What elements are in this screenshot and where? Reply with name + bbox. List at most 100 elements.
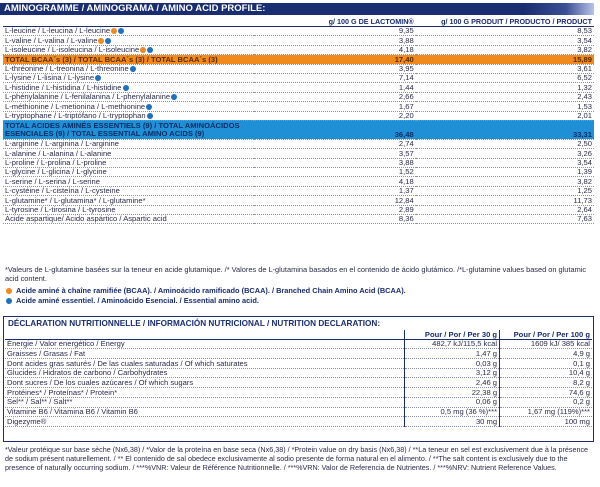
amino-label: L-alanine / L-alanina / L-alanine <box>5 148 112 158</box>
amino-row: L-histidine / L-histidina / L-histidine 1… <box>3 82 594 93</box>
amino-label-cell: L-lysine / L-lisina / L-lysine <box>3 73 254 84</box>
amino-value-product: 8,53 <box>415 26 594 37</box>
amino-header-lactomin: g/ 100 G DE LACTOMIN® <box>253 17 416 27</box>
nutrition-row: Vitamine B6 / Vitamina B6 / Vitamin B6 0,… <box>5 407 592 418</box>
amino-value-product: 2,01 <box>415 111 594 121</box>
amino-header-product: g/ 100 G PRODUIT / PRODUCTO / PRODUCT <box>415 17 594 27</box>
nutrition-footnote: *Valeur protéique sur base sèche (Nx6,38… <box>5 445 589 472</box>
amino-value-lactomin: 3,95 <box>253 64 416 74</box>
amino-label: L-phénylalanine / L-fenilalanina / L-phe… <box>5 92 171 102</box>
amino-value-product: 6,52 <box>415 73 594 84</box>
amino-label: L-isoleucine / L-isoleucina / L-isoleuci… <box>5 45 140 55</box>
nutrition-value-100g: 1609 kJ/ 385 kcal <box>499 339 592 350</box>
amino-value-lactomin: 12,84 <box>253 195 416 206</box>
amino-value-lactomin: 36,48 <box>253 120 416 140</box>
amino-label-cell: L-glycine / L-glicina / L-glycine <box>3 167 254 178</box>
blue-dot-icon <box>6 297 12 304</box>
amino-label-cell: L-cystéine / L-cisteína / L-cysteine <box>3 186 254 197</box>
nutrition-row: Dont sucres / De los cuales azúcares / O… <box>5 377 592 389</box>
legend-essential-text: Acide aminé essentiel. / Aminoácido Esen… <box>16 296 259 305</box>
amino-label-cell: L-leucine / L-leucina / L-leucine <box>3 26 254 37</box>
amino-value-product: 1,53 <box>415 101 594 112</box>
amino-label: L-arginine / L-arginina / L-arginine <box>5 139 119 149</box>
amino-value-lactomin: 9,35 <box>253 26 416 37</box>
amino-value-product: 7,63 <box>415 214 594 225</box>
nutrition-value-100g: 0,1 g <box>499 358 592 369</box>
amino-value-product: 3,82 <box>415 176 594 187</box>
amino-value-product: 3,61 <box>415 64 594 74</box>
amino-label: L-cystéine / L-cisteína / L-cysteine <box>5 186 120 196</box>
amino-row: L-phénylalanine / L-fenilalanina / L-phe… <box>3 92 594 103</box>
amino-label-cell: L-tyrosine / L-tirosina / L-tyrosine <box>3 205 254 216</box>
amino-value-product: 3,82 <box>415 45 594 56</box>
amino-label-cell: L-histidine / L-histidina / L-histidine <box>3 82 254 93</box>
amino-row: L-cystéine / L-cisteína / L-cysteine 1,37… <box>3 186 594 197</box>
amino-label: L-histidine / L-histidina / L-histidine <box>5 82 122 92</box>
nutrition-value-100g: 74,6 g <box>499 387 592 398</box>
amino-label: Acide aspartique/ Acido aspártico / Aspa… <box>5 214 167 224</box>
nutrition-value-30g: 2,46 g <box>404 377 500 389</box>
amino-label: L-tyrosine / L-tirosina / L-tyrosine <box>5 205 116 215</box>
amino-label-cell: TOTAL BCAA´s (3) / TOTAL BCAA´s (3) / TO… <box>3 54 254 65</box>
amino-row: L-serine / L-serina / L-serine 4,18 3,82 <box>3 176 594 187</box>
amino-value-product: 1,32 <box>415 82 594 93</box>
nutrition-row: Dont acides gras saturés / De las cuales… <box>5 358 592 369</box>
nutrition-title: DÉCLARATION NUTRITIONNELLE / INFORMACIÓN… <box>8 319 381 328</box>
amino-value-lactomin: 1,37 <box>253 186 416 197</box>
amino-value-product: 3,54 <box>415 158 594 169</box>
amino-value-product: 15,89 <box>415 54 594 65</box>
amino-row: L-isoleucine / L-isoleucina / L-isoleuci… <box>3 45 594 56</box>
amino-row: TOTAL ACIDES AMINÉS ESSENTIELS (9) / TOT… <box>3 120 594 140</box>
amino-value-product: 1,39 <box>415 167 594 178</box>
nutrition-header-blank <box>5 330 405 340</box>
amino-row: L-tryptophane / L-triptófano / L-tryptop… <box>3 110 594 121</box>
nutrition-row: Énergie / Valor energético / Energy 482,7… <box>5 339 592 350</box>
amino-label-cell: L-phénylalanine / L-fenilalanina / L-phe… <box>3 92 254 103</box>
glutamine-footnote: *Valeurs de L-glutamine basées sur la te… <box>5 265 587 283</box>
amino-header-blank <box>3 17 254 27</box>
nutrition-header-100g: Pour / Por / Per 100 g <box>499 330 592 340</box>
amino-value-lactomin: 17,40 <box>253 54 416 65</box>
amino-label-cell: L-arginine / L-arginina / L-arginine <box>3 139 254 150</box>
amino-value-lactomin: 2,74 <box>253 139 416 150</box>
amino-row: L-leucine / L-leucina / L-leucine 9,35 8,5… <box>3 26 594 37</box>
amino-acid-table: g/ 100 G DE LACTOMIN® g/ 100 G PRODUIT /… <box>3 17 594 225</box>
amino-label: L-valine / L-valina / L-valine <box>5 35 98 45</box>
amino-value-product: 1,25 <box>415 186 594 197</box>
orange-dot-icon <box>140 47 147 54</box>
amino-label-cell: L-méthionine / L-metionina / L-methionin… <box>3 101 254 112</box>
amino-label-cell: L-glutamine* / L-glutamina* / L-glutamin… <box>3 195 254 206</box>
amino-label-cell: L-isoleucine / L-isoleucina / L-isoleuci… <box>3 45 254 56</box>
amino-row: L-glutamine* / L-glutamina* / L-glutamin… <box>3 195 594 206</box>
nutrition-value-30g: 30 mg <box>404 416 500 427</box>
orange-dot-icon <box>6 287 12 294</box>
amino-row: L-lysine / L-lisina / L-lysine 7,14 6,52 <box>3 73 594 84</box>
nutrition-value-100g: 4,9 g <box>499 348 592 360</box>
amino-label: L-lysine / L-lisina / L-lysine <box>5 73 95 83</box>
amino-value-lactomin: 3,88 <box>253 158 416 169</box>
amino-label-cell: TOTAL ACIDES AMINÉS ESSENTIELS (9) / TOT… <box>3 120 254 140</box>
amino-value-lactomin: 3,88 <box>253 35 416 46</box>
amino-row: L-alanine / L-alanina / L-alanine 3,57 3,2… <box>3 148 594 159</box>
amino-row: L-glycine / L-glicina / L-glycine 1,52 1,3… <box>3 167 594 178</box>
amino-label-cell: L-valine / L-valina / L-valine <box>3 35 254 46</box>
nutrition-row: Sel** / Sal** / Salt** 0,06 g 0,2 g <box>5 397 592 408</box>
nutrition-value-100g: 1,67 mg (119%)*** <box>499 407 592 418</box>
blue-dot-icon <box>146 103 153 110</box>
nutrition-row: Digezyme® 30 mg 100 mg <box>5 416 592 427</box>
orange-dot-icon <box>98 37 105 44</box>
amino-label: L-tryptophane / L-triptófano / L-tryptop… <box>5 110 146 120</box>
amino-label-cell: L-alanine / L-alanina / L-alanine <box>3 148 254 159</box>
amino-table-header: g/ 100 G DE LACTOMIN® g/ 100 G PRODUIT /… <box>3 17 594 27</box>
amino-value-lactomin: 3,57 <box>253 148 416 159</box>
nutrition-value-30g: 0,06 g <box>404 397 500 408</box>
amino-label-cell: L-thréonine / L-treonina / L-threonine <box>3 64 254 74</box>
amino-row: L-arginine / L-arginina / L-arginine 2,74… <box>3 139 594 150</box>
nutrition-value-100g: 0,2 g <box>499 397 592 408</box>
orange-dot-icon <box>111 28 118 35</box>
amino-label: TOTAL BCAA´s (3) / TOTAL BCAA´s (3) / TO… <box>5 54 218 64</box>
nutrition-label: Digezyme® <box>5 416 405 427</box>
amino-value-product: 3,26 <box>415 148 594 159</box>
header-decoration <box>524 3 594 15</box>
